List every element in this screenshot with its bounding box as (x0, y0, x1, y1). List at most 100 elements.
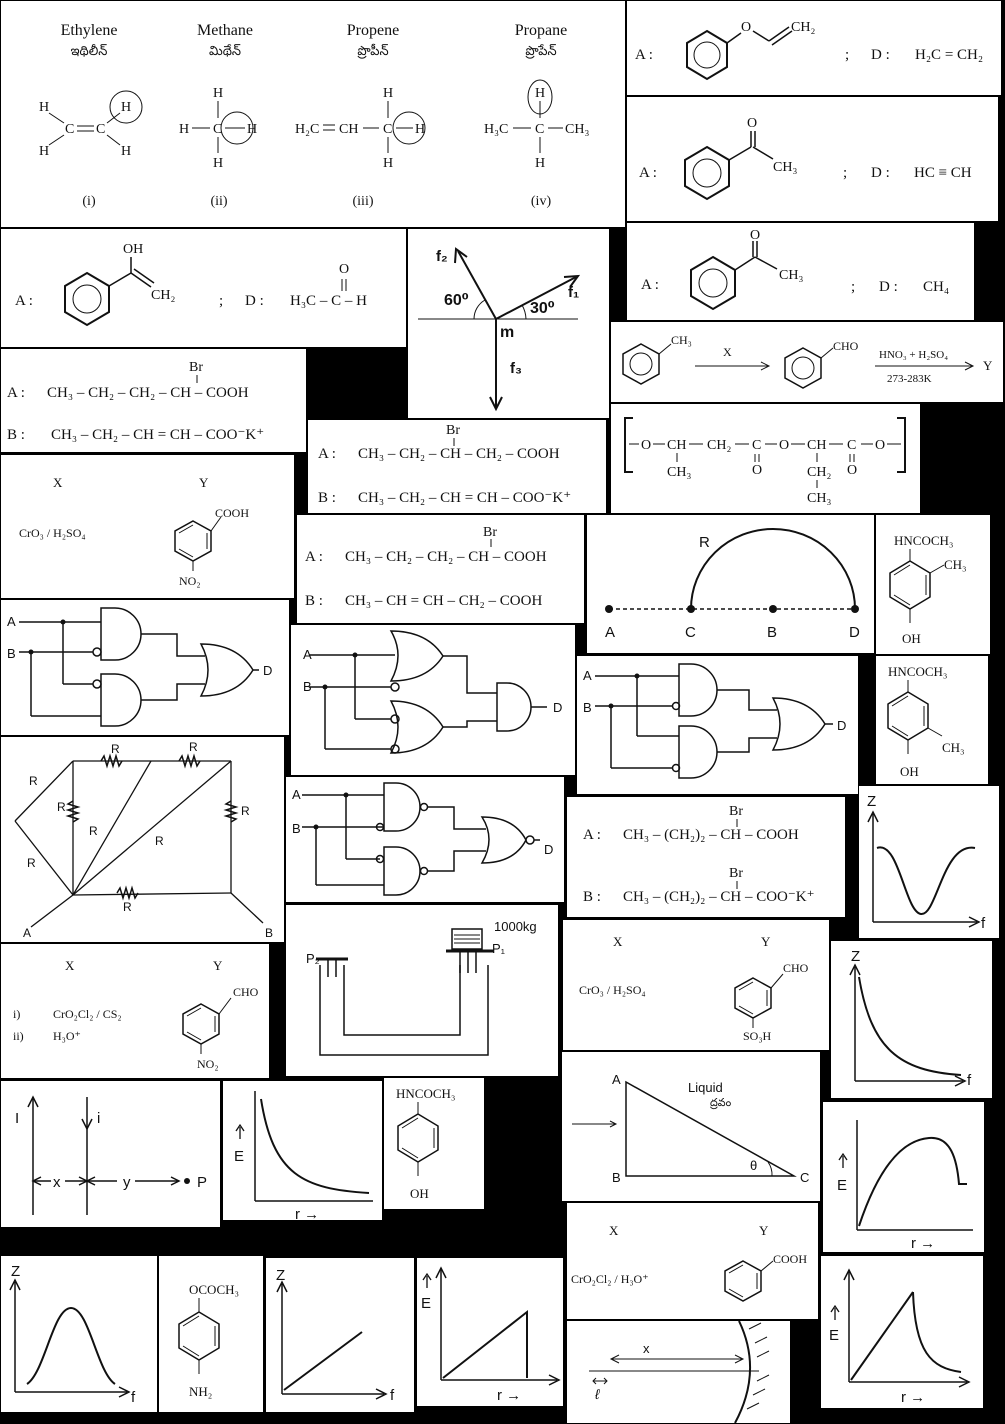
logic3-b-text: B (583, 700, 592, 715)
hydrocarbons-atoms-C-text: C (383, 122, 392, 137)
reaction-etard-cho-text: CHO (233, 985, 259, 999)
prism-liquid-text: Liquid (688, 1080, 723, 1095)
bromo-acid-3: Br A : CH₃ – CH₂ – CH₂ – CH – COOH B : C… (297, 515, 584, 623)
reaction-benzoic-reagent-text: CrO₂Cl₂ / H₃O⁺ (571, 1272, 649, 1286)
reaction-benzoic: X Y CrO₂Cl₂ / H₃O⁺ COOH (567, 1203, 818, 1319)
reaction-sulfonic-x-text: X (613, 934, 623, 949)
bromo-acid-4-br-text: Br (729, 866, 743, 881)
option-enol-a-text: A : (15, 293, 33, 309)
option-enol-o-text: O (339, 262, 349, 277)
hydrocarbons-atoms-H-text: H (415, 122, 425, 137)
paracetamol-oh-text: OH (410, 1186, 429, 1201)
hydrocarbons-atoms-H-text: H (121, 144, 131, 159)
e-graph-triangle-decay-e-text: E (829, 1327, 839, 1344)
option-vinyl-ether-ch2-text: CH₂ (791, 20, 815, 35)
e-graph-decay: E r → (223, 1081, 382, 1220)
reaction-benzoic-y-text: Y (759, 1223, 769, 1238)
prism-theta-text: θ (750, 1158, 757, 1173)
hydrocarbons-atoms-H-text: H (39, 100, 49, 115)
option-vinyl-ether-a-text: A : (635, 47, 653, 63)
mirror-x-text: x (643, 1341, 650, 1356)
resistor-network-r-text: R (111, 742, 120, 756)
e-graph-peak-e-text: E (837, 1177, 847, 1194)
forces-angle60-text: 60⁰ (444, 292, 469, 309)
bromo-acid-1-b-text: B : (7, 427, 25, 443)
bromo-acid-2-a-formula-text: CH₃ – CH₂ – CH – CH₂ – COOH (358, 446, 560, 462)
semicircle-diagram: R A C B D (587, 515, 874, 653)
polymer-dbl-o-text: O (752, 463, 762, 478)
option-acetophenone-2-d-formula-text: CH₄ (923, 279, 949, 295)
logic2-d-text: D (553, 700, 562, 715)
reaction-etard-step1-label-text: i) (13, 1007, 20, 1021)
paracetamol-top-text: HNCOCH₃ (396, 1086, 455, 1101)
forces-m-text: m (500, 324, 514, 341)
reaction-etard-step2-label-text: ii) (13, 1029, 24, 1043)
resistor-network-r-text: R (123, 900, 132, 914)
hydrocarbons-atoms-H-text: H (383, 156, 393, 171)
resistor-network-r-text: R (155, 834, 164, 848)
aminophenyl-acetate: OCOCH₃ NH₂ (159, 1256, 263, 1412)
z-graph-dip-z-text: Z (867, 793, 876, 810)
logic-circuit-3: A B D (577, 656, 858, 794)
name-ethylene: Ethylene (61, 22, 118, 39)
z-graph-linear: Z f (266, 1258, 414, 1412)
bromo-acid-4-br-text: Br (729, 804, 743, 819)
option-acetophenone-2-sep-text: ; (851, 279, 855, 295)
hydrocarbons-panel: Ethylene Methane Propene Propane ఇథిలీన్… (1, 1, 625, 227)
resistor-network-r-text: R (27, 856, 36, 870)
polymer-o-text: O (875, 438, 885, 453)
polymer-ch3-text: CH₃ (807, 491, 831, 506)
name-propene: Propene (347, 22, 399, 39)
mirror-diagram: x ℓ (567, 1321, 790, 1423)
bromo-acid-3-b-text: B : (305, 593, 323, 609)
wires-x-text: x (53, 1174, 61, 1191)
polymer-o-text: O (641, 438, 651, 453)
polymer-ch2-text: CH₂ (807, 465, 831, 480)
hydrocarbons-atoms-H3C-text: H₃C (484, 122, 508, 137)
hydrocarbons-atoms-H-text: H (535, 86, 545, 101)
logic2-b-text: B (303, 679, 312, 694)
aminophenyl-acetate-nh2-text: NH₂ (189, 1384, 212, 1399)
bromo-acid-2-b-text: B : (318, 490, 336, 506)
forces-f3-text: f₃ (510, 360, 522, 377)
reaction-etard-step1-text: CrO₂Cl₂ / CS₂ (53, 1007, 122, 1021)
hydrocarbons-atoms-C-text: C (535, 122, 544, 137)
bromo-acid-3-b-formula-text: CH₃ – CH = CH – CH₂ – COOH (345, 593, 542, 609)
logic-circuit-2: A B D (291, 625, 575, 775)
reaction-sulfonic-cho-text: CHO (783, 961, 809, 975)
polymer-ch2-text: CH₂ (707, 438, 731, 453)
prism-a-text: A (612, 1072, 621, 1087)
z-graph-linear-z-text: Z (276, 1267, 285, 1284)
bromo-acid-4-a-formula-text: CH₃ – (CH₂)₂ – CH – COOH (623, 827, 799, 843)
reaction-sulfonic-so3h-text: SO₃H (743, 1029, 772, 1043)
bromo-acid-1-a-text: A : (7, 385, 25, 401)
option-acetophenone-2: A : O CH₃ ; D : CH₄ (627, 223, 974, 320)
e-graph-peak-r-text: r → (911, 1235, 935, 1252)
reaction-sulfonic-reagent-text: CrO₃ / H₂SO₄ (579, 983, 646, 997)
telugu-propene: ప్రొపీన్ (357, 43, 389, 59)
name-methane: Methane (197, 22, 253, 39)
logic4-a-text: A (292, 787, 301, 802)
polymer-dbl-o-text: O (847, 463, 857, 478)
bromo-acid-4-a-text: A : (583, 827, 601, 843)
logic4-b-text: B (292, 821, 301, 836)
bromo-acid-2-b-formula-text: CH₃ – CH₂ – CH = CH – COO⁻K⁺ (358, 490, 571, 506)
label-ii: (ii) (210, 194, 227, 209)
forces-f1-text: f₁ (568, 284, 579, 301)
logic4-d-text: D (544, 842, 553, 857)
e-graph-triangle: E r → (417, 1258, 563, 1406)
reaction-etard-step2-text: H₃O⁺ (53, 1029, 81, 1043)
option-vinyl-ether-d-formula-text: H₂C = CH₂ (915, 47, 983, 63)
option-acetophenone-2-d-text: D : (879, 279, 898, 295)
e-graph-triangle-decay: E r → (821, 1256, 983, 1408)
z-graph-linear-f-text: f (390, 1387, 395, 1404)
option-enol: A : OH CH₂ ; D : H₃C – C – H O (1, 229, 406, 347)
propene-structure: H₂C CH C H H H (295, 86, 426, 171)
prism-liquid-te-text: ద్రవం (710, 1097, 732, 1110)
z-graph-dip-f-text: f (981, 915, 986, 932)
paracetamol-meta: HNCOCH₃ CH₃ OH (876, 515, 990, 654)
reaction-crO3-x-text: X (53, 475, 63, 490)
logic-circuit-1: A B D (1, 600, 289, 735)
hydrocarbons-atoms-C-text: C (65, 122, 74, 137)
bromo-acid-4: Br A : CH₃ – (CH₂)₂ – CH – COOH Br B : C… (567, 797, 845, 917)
